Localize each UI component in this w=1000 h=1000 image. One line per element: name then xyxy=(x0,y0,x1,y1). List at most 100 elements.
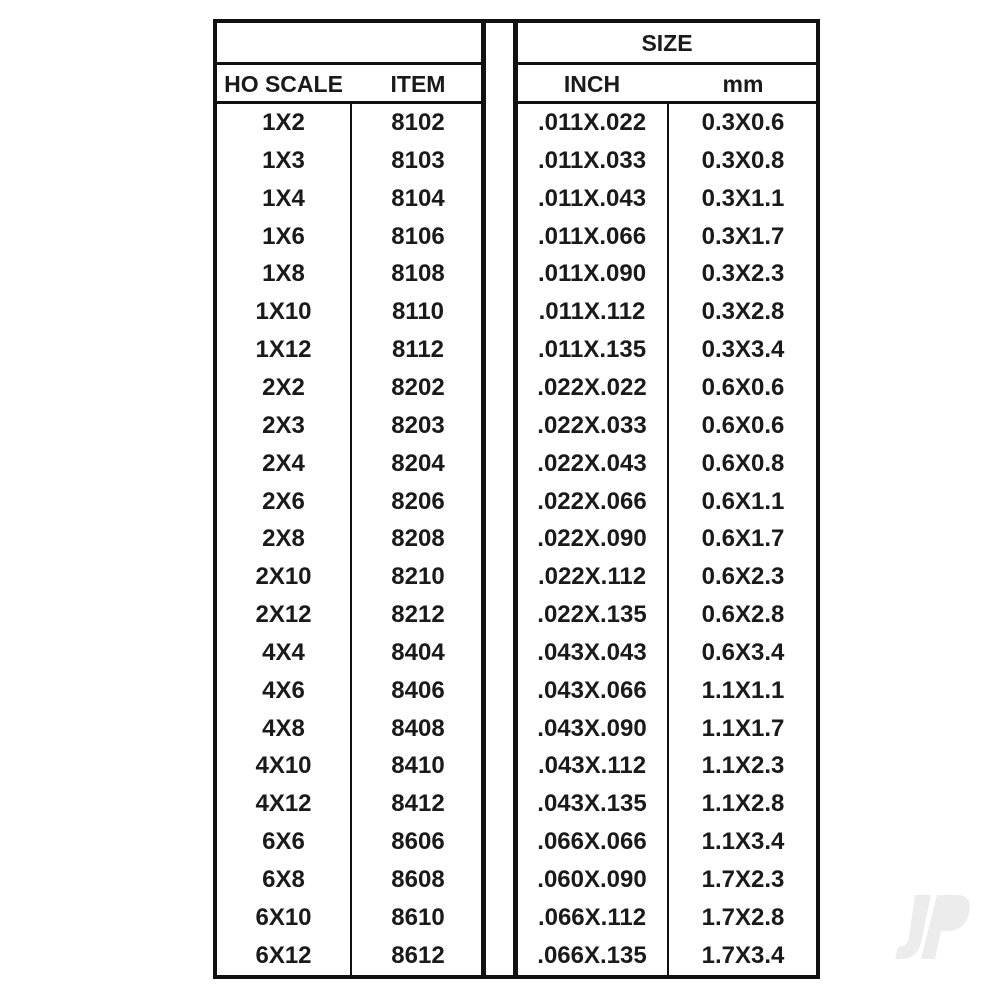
cell-item: 8110 xyxy=(391,298,445,326)
cell-item: 8412 xyxy=(391,790,445,818)
cell-mm: 0.6X1.7 xyxy=(701,525,785,553)
cell-scale: 2X6 xyxy=(262,487,305,515)
cell-item: 8104 xyxy=(391,184,445,212)
column-divider-mm xyxy=(667,103,669,976)
cell-mm: 0.3X0.6 xyxy=(701,109,785,136)
border-left xyxy=(213,19,217,979)
cell-scale: 1X3 xyxy=(262,146,305,174)
cell-mm: 1.7X3.4 xyxy=(701,941,785,969)
cell-item: 8204 xyxy=(391,449,445,477)
cell-inch: .022X.033 xyxy=(537,411,647,439)
cell-item: 8408 xyxy=(391,714,445,742)
cell-inch: .066X.112 xyxy=(537,903,647,931)
cell-mm: 0.3X3.4 xyxy=(701,336,785,364)
cell-mm: 1.1X2.8 xyxy=(701,790,785,818)
cell-mm: 1.1X2.3 xyxy=(701,752,785,780)
cell-inch: .043X.066 xyxy=(537,676,647,704)
cell-inch: .022X.066 xyxy=(537,487,647,515)
cell-mm: 0.3X2.3 xyxy=(701,260,785,288)
cell-scale: 2X8 xyxy=(262,525,305,553)
cell-item: 8606 xyxy=(391,828,445,856)
cell-mm: 0.3X1.1 xyxy=(701,184,785,212)
cell-item: 8206 xyxy=(391,487,445,515)
cell-inch: .043X.112 xyxy=(537,752,647,780)
cell-item: 8210 xyxy=(391,563,445,591)
cell-inch: .022X.022 xyxy=(537,373,647,401)
cell-scale: 6X10 xyxy=(255,903,312,931)
cell-inch: .011X.022 xyxy=(537,109,647,136)
cell-mm: 0.6X2.3 xyxy=(701,563,785,591)
header-rule-2 xyxy=(516,101,818,104)
cell-mm: 1.1X1.1 xyxy=(701,676,785,704)
cell-inch: .066X.135 xyxy=(537,941,647,969)
cell-mm: 1.7X2.3 xyxy=(701,866,785,893)
border-right xyxy=(816,19,820,979)
cell-inch: .022X.135 xyxy=(537,601,647,629)
cell-scale: 1X2 xyxy=(262,109,305,136)
cell-item: 8406 xyxy=(391,676,445,704)
cell-scale: 6X8 xyxy=(262,866,305,893)
cell-mm: 0.6X0.6 xyxy=(701,411,785,439)
cell-inch: .022X.090 xyxy=(537,525,647,553)
cell-mm: 0.6X3.4 xyxy=(701,638,785,666)
cell-inch: .011X.033 xyxy=(537,146,647,174)
cell-item: 8404 xyxy=(391,638,445,666)
cell-inch: .011X.043 xyxy=(537,184,647,212)
cell-item: 8608 xyxy=(391,866,445,893)
cell-scale: 1X4 xyxy=(262,184,305,212)
cell-inch: .011X.066 xyxy=(537,222,647,250)
cell-scale: 4X10 xyxy=(255,752,312,780)
cell-inch: .022X.043 xyxy=(537,449,647,477)
cell-inch: .011X.112 xyxy=(538,298,646,326)
cell-item: 8103 xyxy=(391,146,445,174)
cell-item: 8112 xyxy=(391,336,445,364)
cell-item: 8610 xyxy=(391,903,445,931)
cell-scale: 2X2 xyxy=(262,373,305,401)
cell-scale: 1X8 xyxy=(262,260,305,288)
cell-scale: 2X4 xyxy=(262,449,305,477)
cell-scale: 1X6 xyxy=(262,222,305,250)
cell-mm: 0.6X2.8 xyxy=(701,601,785,629)
cell-inch: .060X.090 xyxy=(537,866,647,893)
header-mm: mm xyxy=(722,71,764,97)
column-divider-item xyxy=(350,103,352,976)
cell-inch: .066X.066 xyxy=(537,828,647,856)
cell-mm: 0.3X2.8 xyxy=(701,298,785,326)
cell-inch: .043X.090 xyxy=(537,714,647,742)
cell-mm: 0.3X1.7 xyxy=(701,222,785,250)
cell-scale: 6X12 xyxy=(255,941,312,969)
cell-item: 8106 xyxy=(391,222,445,250)
cell-scale: 1X10 xyxy=(255,298,312,326)
cell-item: 8208 xyxy=(391,525,445,553)
cell-scale: 4X12 xyxy=(255,790,312,818)
header-rule-2 xyxy=(215,101,483,104)
cell-scale: 2X3 xyxy=(262,411,305,439)
cell-scale: 2X10 xyxy=(255,563,312,591)
cell-scale: 4X8 xyxy=(262,714,305,742)
cell-inch: .011X.135 xyxy=(537,336,647,364)
cell-inch: .043X.135 xyxy=(537,790,647,818)
header-ho-scale: HO SCALE xyxy=(224,71,343,97)
cell-item: 8203 xyxy=(391,411,445,439)
cell-inch: .043X.043 xyxy=(537,638,647,666)
cell-item: 8202 xyxy=(391,373,445,401)
cell-mm: 0.6X0.6 xyxy=(701,373,785,401)
cell-mm: 1.7X2.8 xyxy=(701,903,785,931)
cell-item: 8108 xyxy=(391,260,445,288)
header-rule-1 xyxy=(215,62,483,65)
cell-item: 8212 xyxy=(391,601,445,629)
cell-item: 8612 xyxy=(391,941,445,969)
cell-mm: 0.6X0.8 xyxy=(701,449,785,477)
cell-scale: 1X12 xyxy=(255,336,312,364)
cell-scale: 4X4 xyxy=(262,638,305,666)
divider-left xyxy=(481,19,486,979)
cell-inch: .011X.090 xyxy=(537,260,647,288)
cell-mm: 1.1X3.4 xyxy=(701,828,785,856)
cell-item: 8410 xyxy=(391,752,445,780)
header-inch: INCH xyxy=(563,71,621,97)
cell-item: 8102 xyxy=(391,109,445,136)
header-rule-1 xyxy=(516,62,818,65)
header-size: SIZE xyxy=(641,30,693,56)
divider-right xyxy=(513,19,518,979)
